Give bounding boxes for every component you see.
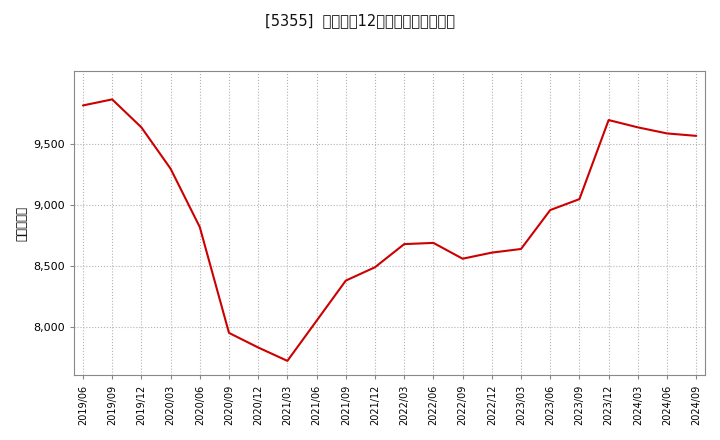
Text: [5355]  売上高の12か月移動合計の推移: [5355] 売上高の12か月移動合計の推移 (265, 13, 455, 28)
Y-axis label: （百万円）: （百万円） (15, 206, 28, 241)
